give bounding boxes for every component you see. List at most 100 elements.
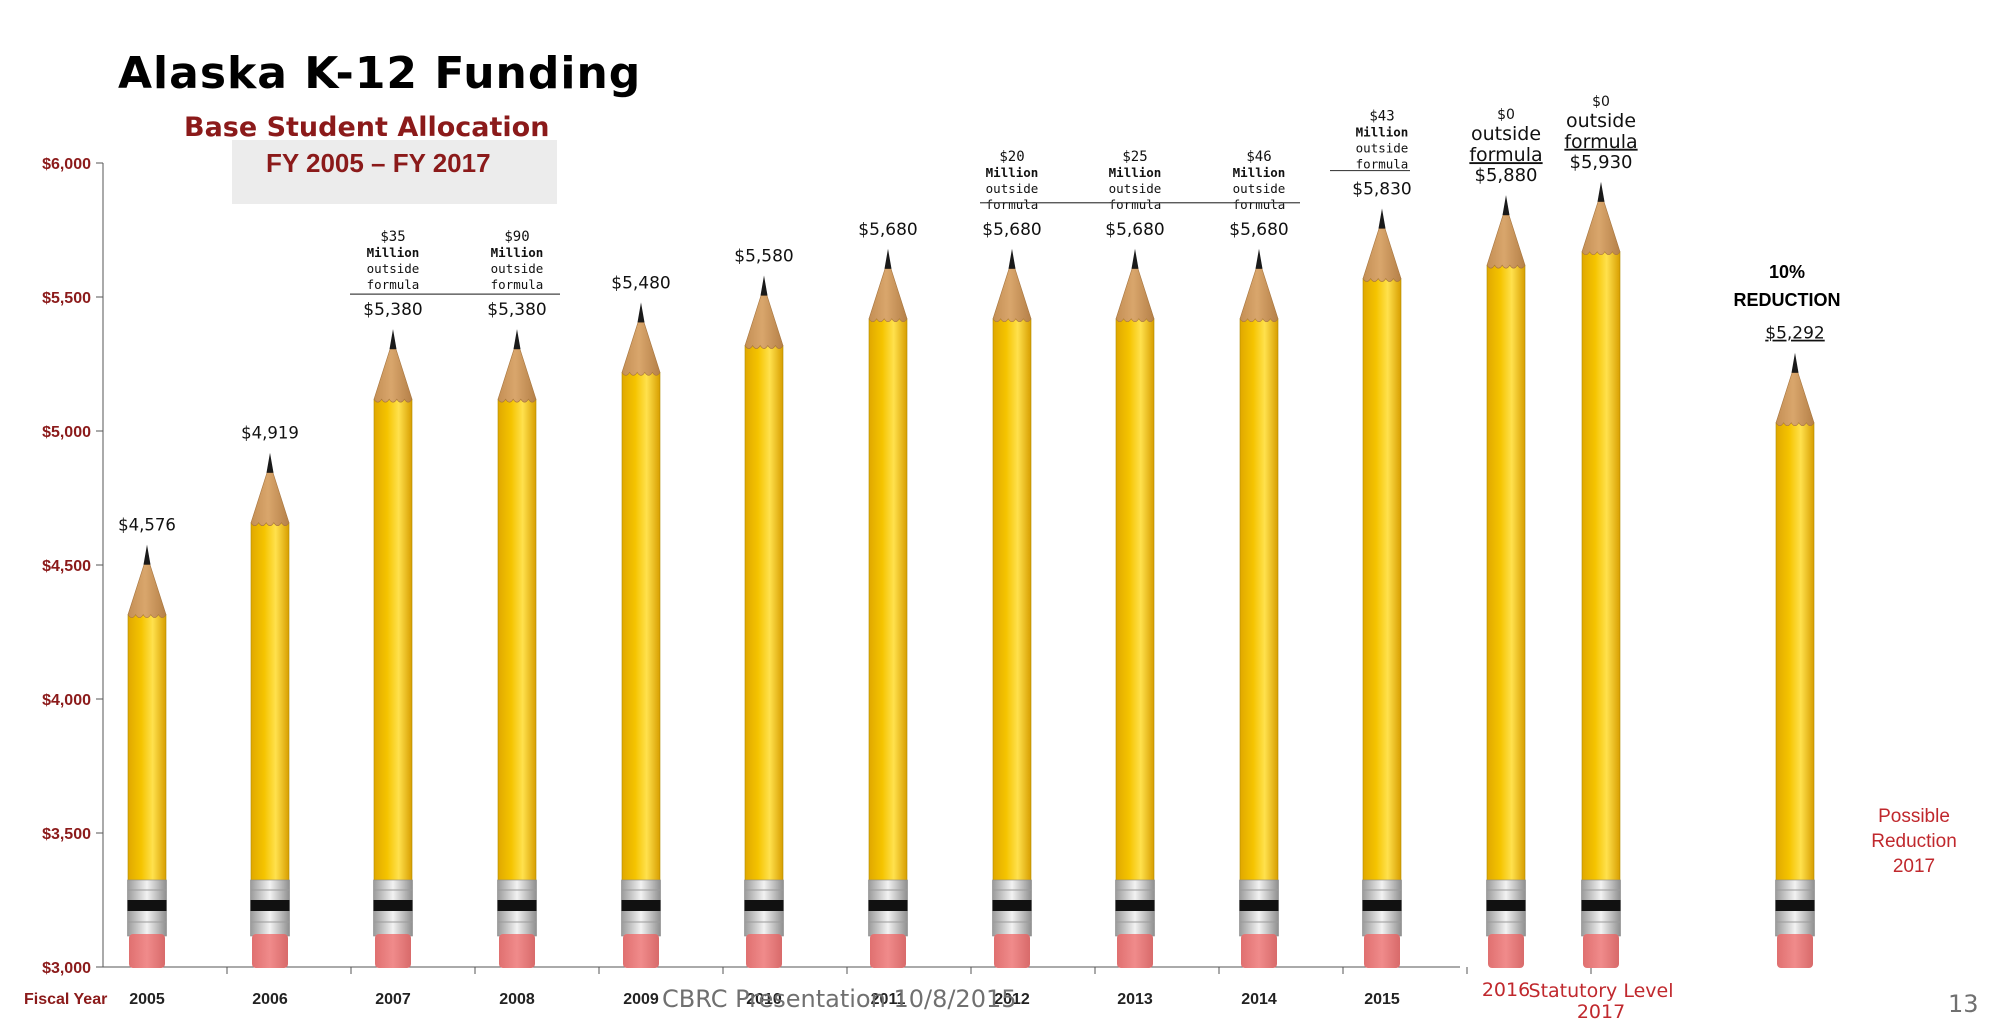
pencil-ferrule-band xyxy=(744,900,784,911)
annotation-line: outside xyxy=(1566,110,1636,132)
pencil-body xyxy=(497,398,537,885)
pencil-ferrule-band xyxy=(1775,900,1815,911)
annotation-line: outside xyxy=(1356,141,1409,156)
pencil-lead xyxy=(266,452,274,473)
reduction-note: 10% REDUCTION xyxy=(1712,258,1862,314)
pencil-eraser xyxy=(1241,934,1277,968)
annotation-line: formula xyxy=(1109,197,1162,212)
pencil-ferrule-band xyxy=(868,900,908,911)
annotation-line: $20 xyxy=(999,149,1024,165)
value-label: $5,680 xyxy=(1229,220,1288,240)
pencil-eraser xyxy=(1583,934,1619,968)
annotation-line: formula xyxy=(986,197,1039,212)
y-tick-label: $6,000 xyxy=(42,156,91,173)
pencil-wood-tip xyxy=(127,564,167,618)
pencil-bar-2009: $5,480 2009 xyxy=(611,273,670,1008)
pencil-body xyxy=(992,318,1032,885)
x-tick-label: 2014 xyxy=(1241,991,1277,1008)
annotation-line: $0 xyxy=(1592,94,1610,110)
pencil-bar-2007: $5,380 2007 xyxy=(363,300,422,1008)
pencil-eraser xyxy=(623,934,659,968)
pencil-ferrule-band xyxy=(250,900,290,911)
pencil-ferrule-band xyxy=(1486,900,1526,911)
pencil-wood-tip xyxy=(744,295,784,349)
pencil-body xyxy=(1239,318,1279,885)
pencil-body xyxy=(868,318,908,885)
pencil-bar-2008: $5,380 2008 xyxy=(487,300,546,1008)
pencil-bar-2011: $5,680 2011 xyxy=(858,220,917,1008)
x-tick-label: 2013 xyxy=(1117,991,1153,1008)
pencil-wood-tip xyxy=(1775,372,1815,427)
pencil-wood-tip xyxy=(1581,201,1621,256)
x-tick-label: 2010 xyxy=(746,991,782,1008)
pencil-lead xyxy=(1008,248,1016,269)
x-tick-label: 2012 xyxy=(994,991,1030,1008)
pencil-lead xyxy=(637,302,645,323)
pencil-wood-tip xyxy=(497,348,537,403)
pencil-eraser xyxy=(746,934,782,968)
x-axis-title: Fiscal Year xyxy=(24,991,107,1008)
pencil-wood-tip xyxy=(868,268,908,323)
annotation-line: $43 xyxy=(1369,109,1394,125)
pencil-lead xyxy=(1131,248,1139,269)
value-label: $5,580 xyxy=(734,247,793,267)
annotation-line: Million xyxy=(1233,165,1286,180)
pencil-wood-tip xyxy=(621,322,661,376)
y-tick-label: $3,000 xyxy=(42,960,91,977)
pencil-eraser xyxy=(252,934,288,968)
annotation-line: formula xyxy=(1356,157,1409,172)
pencil-lead xyxy=(1791,352,1799,373)
y-tick-label: $4,000 xyxy=(42,692,91,709)
x-tick-label: 2015 xyxy=(1364,991,1400,1008)
pencil-ferrule-band xyxy=(1362,900,1402,911)
pencil-bar-2015: $5,830 2015 xyxy=(1352,180,1411,1008)
value-label: $5,480 xyxy=(611,273,670,293)
value-label: $5,880 xyxy=(1475,165,1538,186)
x-tick-label: 2007 xyxy=(375,991,411,1008)
annotation-line: Million xyxy=(1356,125,1409,140)
pencil-ferrule-band xyxy=(127,900,167,911)
pencil-bar-possible-reduction-2017: $5,292 xyxy=(1765,324,1825,968)
x-tick-label: 2005 xyxy=(129,991,165,1008)
annotation-line: formula xyxy=(1233,197,1286,212)
pencil-eraser xyxy=(1364,934,1400,968)
pencil-lead xyxy=(389,329,397,350)
possible-note-line-3: 2017 xyxy=(1892,856,1936,877)
pencil-eraser xyxy=(1117,934,1153,968)
chart-title: Alaska K-12 Funding xyxy=(118,48,642,99)
pencil-wood-tip xyxy=(250,472,290,527)
pencil-ferrule-band xyxy=(1239,900,1279,911)
pencil-body xyxy=(373,398,413,885)
pencil-bar-2013: $5,680 2013 xyxy=(1105,220,1164,1008)
footer-text: CBRC Presentation 10/8/2015 xyxy=(662,985,1017,1013)
pencil-lead xyxy=(884,248,892,269)
range-label: FY 2005 – FY 2017 xyxy=(266,148,491,178)
pencil-ferrule-band xyxy=(497,900,537,911)
x-tick-label: 2006 xyxy=(252,991,288,1008)
pencil-bar-2005: $4,576 2005 xyxy=(118,516,176,1008)
pencil-body xyxy=(127,614,167,885)
pencil-bar-2016: $5,880 2016 xyxy=(1475,165,1538,1001)
annotation-line: outside xyxy=(367,261,420,276)
pencil-bar-2012: $5,680 2012 xyxy=(982,220,1041,1008)
pencil-body xyxy=(1362,278,1402,885)
pencil-lead xyxy=(1378,208,1386,229)
pencil-wood-tip xyxy=(1115,268,1155,323)
annotation-line: $25 xyxy=(1122,149,1147,165)
pencil-lead xyxy=(1502,195,1510,216)
pencil-eraser xyxy=(994,934,1030,968)
x-tick-label: Statutory Level 2017 xyxy=(1529,980,1674,1023)
annotation-line: $0 xyxy=(1497,107,1515,123)
y-tick-label: $5,000 xyxy=(42,424,91,441)
pencil-lead xyxy=(1255,248,1263,269)
annotation-line: formula xyxy=(1469,144,1542,166)
pencil-ferrule-band xyxy=(1581,900,1621,911)
pencil-body xyxy=(1486,264,1526,885)
pencil-bar-2006: $4,919 2006 xyxy=(241,424,299,1008)
